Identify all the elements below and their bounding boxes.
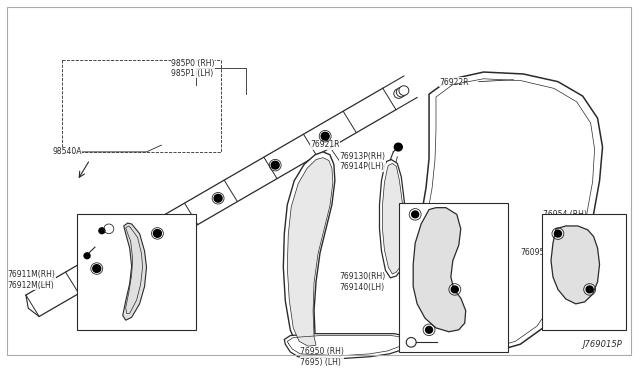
Circle shape [554, 230, 561, 237]
Circle shape [426, 327, 433, 333]
Circle shape [84, 253, 90, 259]
Text: J769015P: J769015P [582, 340, 622, 349]
Polygon shape [551, 226, 600, 304]
Circle shape [394, 143, 403, 151]
Text: 76922R: 76922R [439, 78, 468, 87]
Text: 76095E: 76095E [520, 248, 549, 257]
Text: 76921R: 76921R [310, 140, 340, 149]
Bar [399, 203, 508, 352]
Circle shape [412, 211, 419, 218]
Circle shape [99, 228, 105, 234]
Circle shape [396, 87, 406, 97]
Text: 76954 (RH)
76955 (LH): 76954 (RH) 76955 (LH) [543, 209, 587, 229]
Polygon shape [380, 160, 406, 278]
Text: 98540A: 98540A [52, 147, 82, 156]
Circle shape [394, 89, 404, 98]
Bar [542, 214, 627, 330]
Polygon shape [284, 152, 335, 349]
Circle shape [214, 195, 222, 202]
Polygon shape [123, 223, 147, 320]
Circle shape [586, 286, 593, 293]
Circle shape [451, 286, 458, 293]
Circle shape [271, 161, 279, 169]
Circle shape [154, 230, 161, 237]
Bar [77, 214, 196, 330]
Polygon shape [284, 334, 407, 359]
Circle shape [399, 86, 409, 95]
Polygon shape [383, 163, 403, 274]
Text: 769130(RH)
769140(LH): 769130(RH) 769140(LH) [340, 272, 386, 292]
Text: 76911M(RH)
76912M(LH): 76911M(RH) 76912M(LH) [8, 270, 56, 289]
Text: 985P0 (RH)
985P1 (LH): 985P0 (RH) 985P1 (LH) [172, 58, 215, 78]
Text: 76950 (RH)
7695) (LH): 76950 (RH) 7695) (LH) [300, 347, 344, 366]
Polygon shape [413, 208, 466, 332]
Polygon shape [287, 158, 333, 346]
Circle shape [93, 265, 100, 272]
Circle shape [321, 132, 329, 140]
Text: 76974R: 76974R [444, 337, 474, 346]
Text: 76913P(RH)
76914P(LH): 76913P(RH) 76914P(LH) [340, 152, 386, 171]
